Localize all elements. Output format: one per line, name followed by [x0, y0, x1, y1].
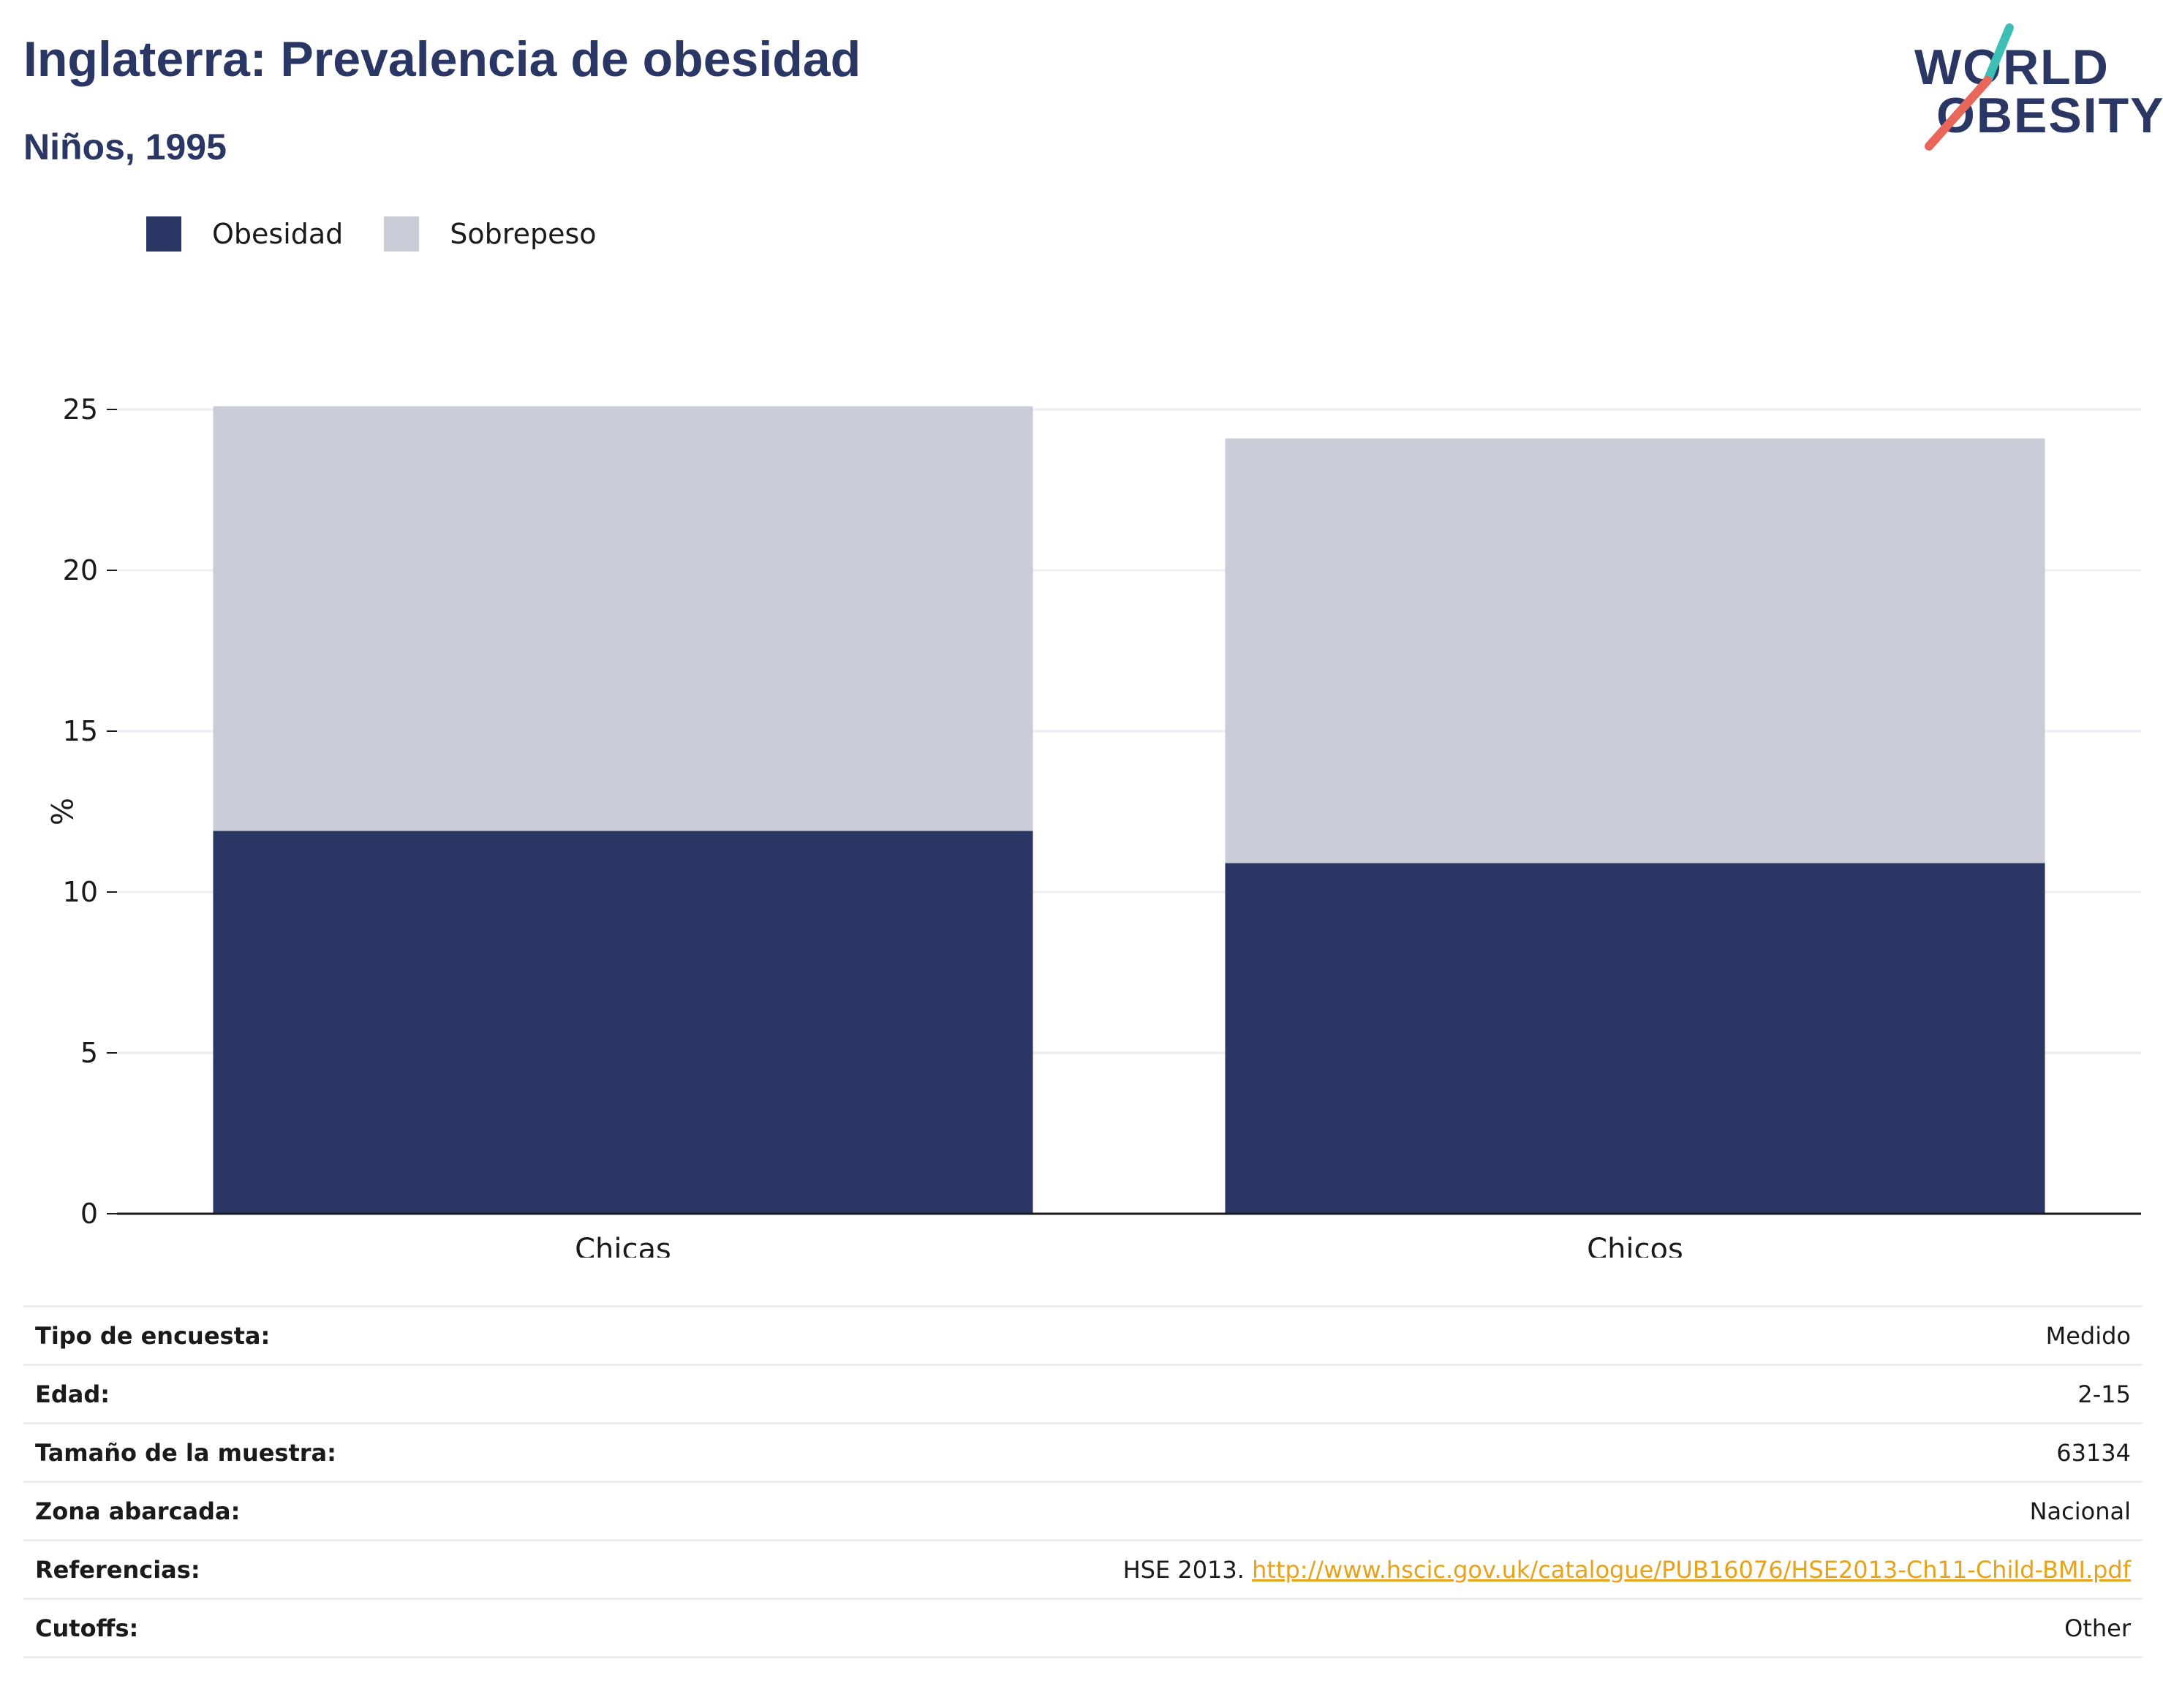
- legend-swatch-overweight: [384, 216, 420, 252]
- reference-link[interactable]: http://www.hscic.gov.uk/catalogue/PUB160…: [1252, 1555, 2131, 1584]
- y-tick-label: 5: [80, 1037, 98, 1069]
- x-tick-label: Chicos: [1587, 1233, 1683, 1258]
- logo-slash-icon: [1925, 23, 2014, 151]
- logo-slash-coral: [1925, 76, 1992, 151]
- bar-obesity: [213, 831, 1033, 1214]
- info-key: Cutoffs:: [35, 1614, 139, 1642]
- y-tick-label: 15: [63, 715, 98, 747]
- logo-line-1: WORLD: [1914, 39, 2110, 95]
- info-value: Medido: [2045, 1321, 2131, 1350]
- y-tick-label: 10: [63, 876, 98, 908]
- info-key: Tamaño de la muestra:: [35, 1438, 336, 1467]
- y-axis-label: %: [44, 798, 78, 825]
- bar-overweight: [1225, 438, 2045, 864]
- info-row-age: Edad: 2-15: [23, 1366, 2143, 1424]
- legend-item-obesity[interactable]: Obesidad: [146, 216, 343, 252]
- info-value: Other: [2064, 1614, 2131, 1642]
- y-tick-label: 20: [63, 554, 98, 586]
- bar-obesity: [1225, 863, 2045, 1214]
- chart-subtitle: Niños, 1995: [23, 126, 227, 167]
- legend: Obesidad Sobrepeso: [146, 216, 638, 252]
- bar-overweight: [213, 406, 1033, 831]
- world-obesity-logo: WORLD OBESITY: [1901, 18, 2163, 156]
- chart-title: Inglaterra: Prevalencia de obesidad: [23, 31, 861, 87]
- x-tick-label: Chicas: [575, 1233, 671, 1258]
- info-row-sample-size: Tamaño de la muestra: 63134: [23, 1424, 2143, 1483]
- reference-text: HSE 2013.: [1122, 1555, 1245, 1584]
- y-tick-label: 25: [63, 393, 98, 426]
- info-value: 2-15: [2077, 1380, 2131, 1408]
- info-key: Referencias:: [35, 1555, 200, 1584]
- legend-label-overweight: Sobrepeso: [450, 218, 597, 250]
- info-value: Nacional: [2029, 1497, 2131, 1525]
- logo-slash-teal: [1983, 23, 2014, 85]
- info-key: Tipo de encuesta:: [35, 1321, 271, 1350]
- info-value-references: HSE 2013. http://www.hscic.gov.uk/catalo…: [1123, 1556, 2131, 1584]
- info-row-survey-type: Tipo de encuesta: Medido: [23, 1307, 2143, 1366]
- info-row-cutoffs: Cutoffs: Other: [23, 1600, 2143, 1658]
- info-row-references: Referencias: HSE 2013. http://www.hscic.…: [23, 1541, 2143, 1600]
- legend-item-overweight[interactable]: Sobrepeso: [384, 216, 597, 252]
- y-tick-label: 0: [80, 1198, 98, 1230]
- legend-swatch-obesity: [146, 216, 181, 252]
- info-table: Tipo de encuesta: Medido Edad: 2-15 Tama…: [23, 1305, 2143, 1658]
- legend-label-obesity: Obesidad: [212, 218, 344, 250]
- info-value: 63134: [2056, 1438, 2131, 1467]
- stacked-bar-chart: 0 5 10 15 20 25% Chicas Chicos: [44, 393, 2141, 1258]
- info-row-area: Zona abarcada: Nacional: [23, 1483, 2143, 1541]
- info-key: Zona abarcada:: [35, 1497, 241, 1525]
- info-key: Edad:: [35, 1380, 110, 1408]
